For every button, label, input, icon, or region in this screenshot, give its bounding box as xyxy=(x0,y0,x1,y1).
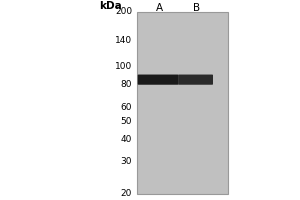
Text: A: A xyxy=(155,3,163,13)
FancyBboxPatch shape xyxy=(178,75,213,85)
FancyBboxPatch shape xyxy=(138,75,178,85)
Text: B: B xyxy=(193,3,200,13)
Text: 30: 30 xyxy=(121,157,132,166)
Text: 200: 200 xyxy=(115,7,132,17)
Text: 60: 60 xyxy=(121,103,132,112)
Text: 80: 80 xyxy=(121,80,132,89)
Text: 50: 50 xyxy=(121,117,132,126)
Bar xyxy=(136,12,228,194)
Text: kDa: kDa xyxy=(99,1,122,11)
Text: 20: 20 xyxy=(121,190,132,198)
Text: 140: 140 xyxy=(115,36,132,45)
Text: 40: 40 xyxy=(121,135,132,144)
Text: 100: 100 xyxy=(115,62,132,71)
